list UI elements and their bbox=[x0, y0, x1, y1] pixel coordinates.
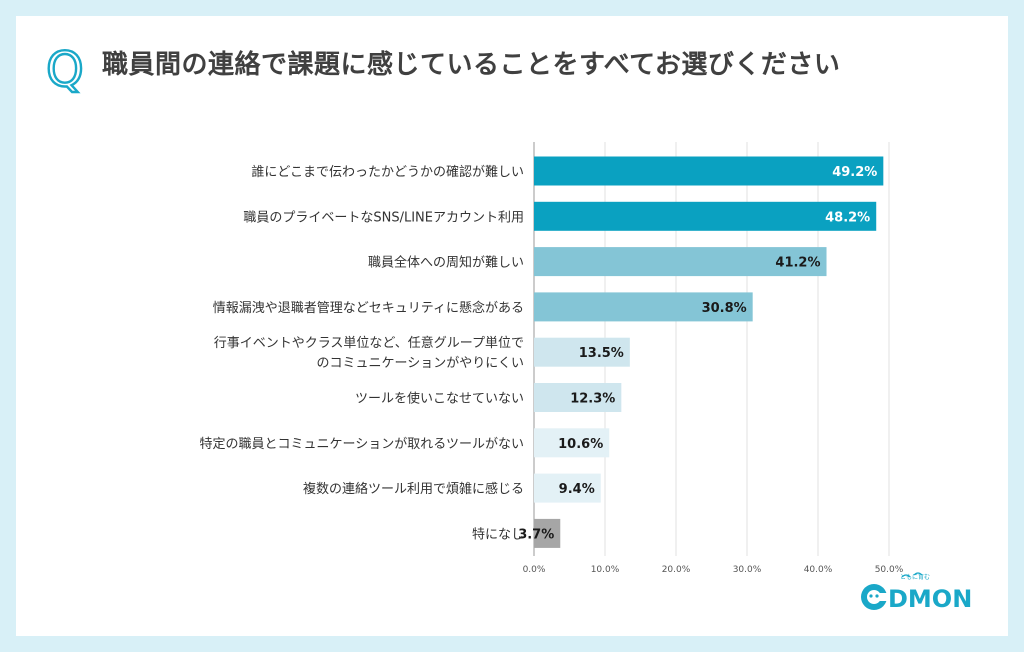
category-label: 特定の職員とコミュニケーションが取れるツールがない bbox=[200, 437, 524, 452]
x-tick-label: 0.0% bbox=[523, 565, 546, 575]
bar-value-label: 9.4% bbox=[559, 482, 595, 497]
bars: 49.2% 48.2% 41.2% 30.8% 13.5% 12.3% 10.6% 9.4% 3… bbox=[518, 156, 884, 548]
category-label: 行事イベントやクラス単位など、任意グループ単位で bbox=[214, 335, 524, 351]
bar-value-label: 30.8% bbox=[702, 301, 747, 316]
bar-value-label: 41.2% bbox=[775, 256, 820, 271]
category-label: 職員のプライベートなSNS/LINEアカウント利用 bbox=[243, 210, 524, 225]
bar-value-label: 12.3% bbox=[570, 392, 615, 407]
logo-wordmark: DMON bbox=[888, 585, 972, 613]
bar-value-label: 3.7% bbox=[518, 527, 554, 542]
question-title: 職員間の連絡で課題に感じていることをすべてお選びください bbox=[102, 50, 841, 80]
category-label: 特になし bbox=[472, 527, 524, 542]
bar-value-label: 10.6% bbox=[558, 437, 603, 452]
bar bbox=[534, 383, 622, 412]
bar-value-label: 49.2% bbox=[832, 165, 877, 180]
survey-card bbox=[16, 16, 1008, 636]
x-tick-label: 10.0% bbox=[591, 565, 620, 575]
bar bbox=[534, 518, 561, 548]
category-label: 複数の連絡ツール利用で煩雑に感じる bbox=[303, 481, 524, 497]
category-labels: 誰にどこまで伝わったかどうかの確認が難しい職員のプライベートなSNS/LINEア… bbox=[200, 164, 524, 542]
x-tick-label: 40.0% bbox=[804, 565, 833, 575]
q-marker: Q bbox=[45, 41, 85, 96]
category-label: 誰にどこまで伝わったかどうかの確認が難しい bbox=[251, 164, 524, 180]
x-tick-label: 20.0% bbox=[662, 565, 691, 575]
x-axis-ticks: 0.0% 10.0% 20.0% 30.0% 40.0% 50.0% bbox=[523, 565, 904, 575]
bar bbox=[534, 156, 884, 186]
codmon-logo: ともに育む DMON bbox=[861, 572, 972, 613]
category-label: 職員全体への周知が難しい bbox=[368, 255, 524, 271]
category-label: ツールを使いこなせていない bbox=[355, 391, 524, 407]
bar bbox=[534, 337, 630, 367]
bar-value-label: 48.2% bbox=[825, 210, 870, 225]
bar bbox=[534, 428, 610, 458]
category-label: のコミュニケーションがやりにくい bbox=[317, 356, 524, 371]
bar bbox=[534, 473, 601, 503]
logo-tagline: ともに育む bbox=[900, 573, 930, 581]
x-tick-label: 30.0% bbox=[733, 565, 762, 575]
bar bbox=[534, 292, 753, 322]
bar bbox=[534, 247, 827, 277]
q-marker-letter: Q bbox=[46, 42, 84, 96]
bar-value-label: 13.5% bbox=[579, 346, 624, 361]
x-tick-label: 50.0% bbox=[875, 565, 904, 575]
bar bbox=[534, 201, 877, 231]
category-label: 情報漏洩や退職者管理などセキュリティに懸念がある bbox=[213, 300, 524, 316]
